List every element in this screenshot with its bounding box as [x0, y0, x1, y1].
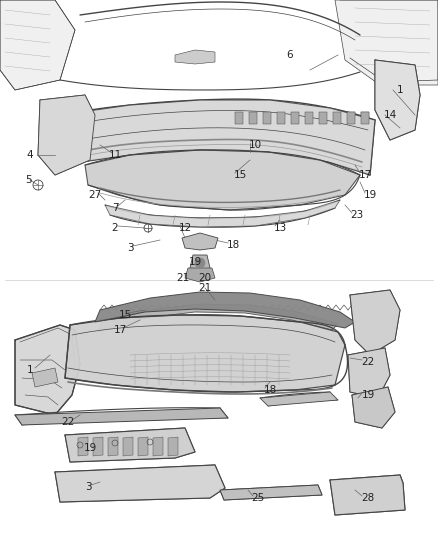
Polygon shape — [168, 437, 178, 456]
Polygon shape — [123, 437, 133, 456]
Polygon shape — [60, 100, 375, 175]
Polygon shape — [348, 348, 390, 398]
Text: 28: 28 — [361, 493, 374, 503]
Polygon shape — [38, 95, 95, 175]
Text: 17: 17 — [113, 325, 127, 335]
Polygon shape — [138, 437, 148, 456]
Polygon shape — [291, 112, 299, 124]
Polygon shape — [333, 112, 341, 124]
Polygon shape — [108, 437, 118, 456]
Polygon shape — [0, 0, 75, 90]
Polygon shape — [249, 112, 257, 124]
Text: 15: 15 — [118, 310, 132, 320]
Text: 3: 3 — [127, 243, 133, 253]
Text: 6: 6 — [287, 50, 293, 60]
Polygon shape — [15, 325, 80, 415]
Text: 23: 23 — [350, 210, 364, 220]
Text: 1: 1 — [397, 85, 403, 95]
Polygon shape — [93, 437, 103, 456]
Polygon shape — [235, 112, 243, 124]
Polygon shape — [335, 0, 438, 85]
Text: 21: 21 — [177, 273, 190, 283]
Polygon shape — [78, 437, 88, 456]
Text: 19: 19 — [361, 390, 374, 400]
Text: 19: 19 — [83, 443, 97, 453]
Polygon shape — [15, 408, 228, 425]
Polygon shape — [65, 428, 195, 462]
Polygon shape — [175, 50, 215, 64]
Polygon shape — [361, 112, 369, 124]
Text: 2: 2 — [112, 223, 118, 233]
Text: 22: 22 — [61, 417, 74, 427]
Text: 7: 7 — [112, 203, 118, 213]
Text: 3: 3 — [85, 482, 91, 492]
Polygon shape — [350, 290, 400, 355]
Polygon shape — [190, 255, 210, 272]
Text: 4: 4 — [27, 150, 33, 160]
Text: 19: 19 — [188, 257, 201, 267]
Polygon shape — [260, 392, 338, 406]
Text: 27: 27 — [88, 190, 102, 200]
Polygon shape — [85, 150, 360, 210]
Circle shape — [195, 258, 205, 268]
Text: 15: 15 — [233, 170, 247, 180]
Polygon shape — [375, 60, 420, 140]
Polygon shape — [305, 112, 313, 124]
Text: 10: 10 — [248, 140, 261, 150]
Text: 11: 11 — [108, 150, 122, 160]
Text: 13: 13 — [273, 223, 286, 233]
Polygon shape — [185, 268, 215, 282]
Polygon shape — [277, 112, 285, 124]
Polygon shape — [330, 475, 405, 515]
Text: 5: 5 — [25, 175, 31, 185]
Polygon shape — [153, 437, 163, 456]
Text: 20: 20 — [198, 273, 212, 283]
Text: 18: 18 — [226, 240, 240, 250]
Polygon shape — [32, 368, 58, 387]
Polygon shape — [65, 315, 345, 392]
Polygon shape — [220, 485, 322, 500]
Polygon shape — [263, 112, 271, 124]
Text: 21: 21 — [198, 283, 212, 293]
Text: 19: 19 — [364, 190, 377, 200]
Polygon shape — [95, 292, 355, 328]
Polygon shape — [55, 465, 225, 502]
Polygon shape — [352, 387, 395, 428]
Text: 25: 25 — [251, 493, 265, 503]
Polygon shape — [105, 200, 340, 227]
Polygon shape — [98, 304, 338, 332]
Text: 14: 14 — [383, 110, 397, 120]
Polygon shape — [319, 112, 327, 124]
Text: 1: 1 — [27, 365, 33, 375]
Text: 22: 22 — [361, 357, 374, 367]
Text: 12: 12 — [178, 223, 192, 233]
Polygon shape — [182, 233, 218, 250]
Text: 17: 17 — [358, 170, 371, 180]
Text: 18: 18 — [263, 385, 277, 395]
Polygon shape — [347, 112, 355, 124]
